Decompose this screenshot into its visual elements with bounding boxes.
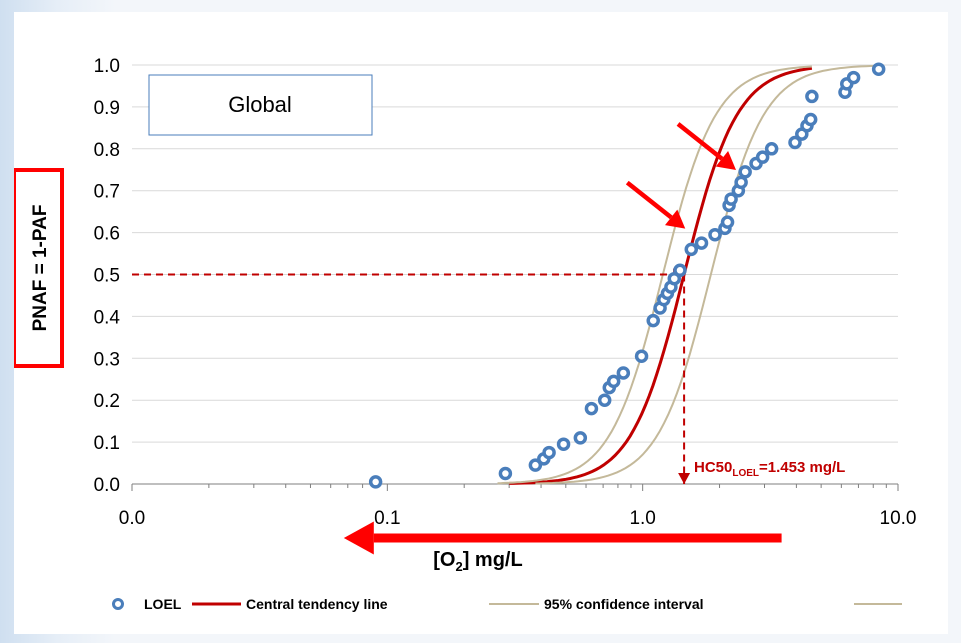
chart-card: 0.0 0.1 0.2 0.3 0.4 0.5 0.6 0.7 0.8 0.9 1.0 0.0 0.1 1… (12, 12, 948, 634)
data-point-loel (788, 135, 802, 150)
pointer-arrow-head (715, 150, 737, 170)
inset-label-box (148, 74, 373, 136)
data-point-loel (584, 401, 599, 416)
annotations (343, 122, 782, 555)
pointer-arrow-shaft (625, 180, 673, 220)
data-point-loel (368, 475, 383, 489)
data-point-loel (606, 374, 621, 389)
data-point-loel (597, 393, 612, 407)
chart: 0.0 0.1 0.2 0.3 0.4 0.5 0.6 0.7 0.8 0.9 1.0 0.0 0.1 1… (12, 56, 917, 612)
data-point-loel (673, 263, 687, 278)
data-point-loel (634, 349, 649, 363)
data-point-loel (708, 227, 722, 242)
pointer-arrow-shaft (676, 122, 724, 161)
data-point-loel (720, 215, 735, 229)
reference-arrowhead (678, 473, 691, 484)
confidence-interval-line (535, 64, 879, 485)
data-point-loel (616, 366, 631, 380)
inset-label: Global (228, 92, 292, 117)
legend-marker-loel (112, 598, 124, 610)
data-point-loel (646, 313, 660, 328)
data-point-loel (738, 165, 752, 179)
legend-label-loel: LOEL (144, 596, 182, 612)
data-point-loel (694, 236, 709, 250)
x-tick-label: 1.0 (629, 508, 655, 529)
y-tick-label: 0.9 (94, 98, 120, 119)
data-point-loel (724, 192, 738, 206)
legend-label-central: Central tendency line (246, 596, 388, 612)
x-tick-label: 0.1 (374, 508, 400, 529)
data-point-loel (755, 150, 770, 164)
direction-arrow-head (343, 521, 374, 555)
y-tick-label: 0.2 (94, 391, 120, 412)
reference-lines (132, 268, 691, 484)
legend-label-ci: 95% confidence interval (544, 596, 704, 612)
x-tick-label: 10.0 (880, 508, 917, 529)
data-point-loel (871, 62, 886, 76)
data-point-loel (805, 89, 819, 104)
y-tick-label: 1.0 (94, 56, 120, 77)
hc50-annotation: HC50LOEL=1.453 mg/L (694, 459, 845, 479)
y-tick-label: 0.4 (94, 307, 121, 328)
data-point-loel (498, 466, 513, 481)
data-point-loel (556, 437, 571, 451)
ylabel-frame (12, 168, 64, 368)
y-tick-label: 0.3 (94, 349, 120, 370)
data-point-loel (528, 458, 543, 472)
y-tick-label: 0.0 (94, 475, 120, 496)
gridlines (132, 64, 898, 443)
data-point-loel (684, 242, 699, 257)
y-tick-label: 0.1 (94, 433, 120, 454)
y-tick-label: 0.8 (94, 140, 120, 161)
x-tick-label: 0.0 (119, 508, 145, 529)
pointer-arrow-head (665, 209, 686, 229)
ylabel: PNAF = 1-PAF (30, 205, 51, 332)
data-point-loel (764, 142, 779, 156)
y-tick-label: 0.5 (94, 266, 120, 287)
xlabel: [O2] mg/L (433, 549, 522, 574)
data-point-loel (734, 175, 748, 190)
central-tendency-line (509, 66, 813, 485)
legend: LOEL Central tendency line 95% confidenc… (112, 596, 902, 612)
data-point-loel (846, 70, 861, 85)
data-point-loel (542, 445, 556, 460)
data-points (368, 62, 886, 489)
data-point-loel (803, 112, 818, 127)
data-point-loel (573, 431, 588, 445)
y-tick-label: 0.6 (94, 224, 120, 245)
y-tick-label: 0.7 (94, 182, 120, 203)
